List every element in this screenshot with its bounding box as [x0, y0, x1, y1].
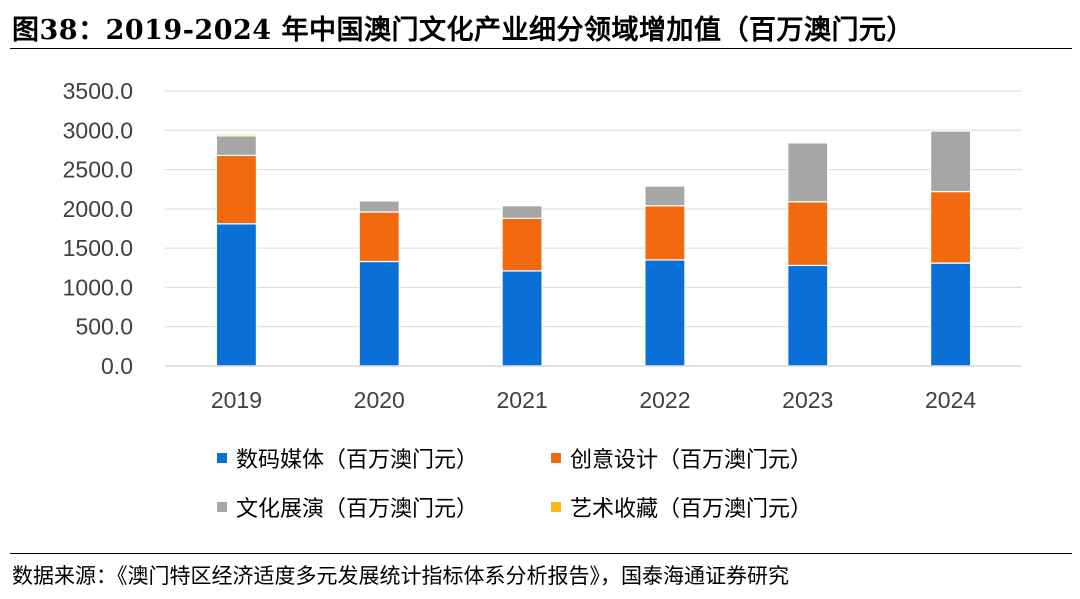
legend-item-cultural-performance: 文化展演（百万澳门元）	[217, 491, 478, 523]
x-tick-label: 2024	[925, 387, 976, 413]
bar-segment	[501, 217, 543, 272]
x-tick-label: 2022	[639, 387, 690, 413]
x-tick-label: 2023	[782, 387, 833, 413]
bar-segment	[358, 260, 400, 367]
y-tick-label: 1000.0	[63, 274, 133, 300]
bar-segment	[358, 211, 400, 263]
title-divider	[10, 48, 1072, 49]
y-tick-label: 2500.0	[63, 157, 133, 183]
bar-segment	[501, 270, 543, 367]
x-tick-label: 2020	[354, 387, 405, 413]
source-note: 数据来源：《澳门特区经济适度多元发展统计指标体系分析报告》，国泰海通证券研究	[12, 564, 789, 588]
x-tick-label: 2019	[211, 387, 262, 413]
legend-item-art-collection: 艺术收藏（百万澳门元）	[551, 491, 812, 523]
legend-item-creative-design: 创意设计（百万澳门元）	[551, 442, 812, 474]
bar-segment	[501, 205, 543, 219]
y-tick-label: 3000.0	[63, 117, 133, 143]
source-divider	[10, 553, 1072, 554]
bar-segment	[215, 223, 258, 367]
legend-swatch-cultural-performance	[217, 502, 227, 512]
bar-segment	[215, 135, 258, 157]
bar-segment	[929, 262, 972, 367]
legend-swatch-digital-media	[217, 453, 227, 463]
y-tick-label: 1500.0	[63, 235, 133, 261]
bar-segment	[644, 185, 686, 207]
y-tick-label: 2000.0	[63, 196, 133, 222]
bar-segment	[215, 154, 258, 225]
legend-swatch-art-collection	[551, 502, 561, 512]
legend-item-digital-media: 数码媒体（百万澳门元）	[217, 442, 478, 474]
figure-title: 图38：2019-2024 年中国澳门文化产业细分领域增加值（百万澳门元）	[12, 15, 914, 46]
bar-segment	[644, 259, 686, 367]
bar-segment	[929, 130, 972, 193]
legend-label-digital-media: 数码媒体（百万澳门元）	[236, 448, 479, 473]
bar-segment	[215, 133, 258, 137]
bar-segment	[787, 201, 829, 267]
stacked-bar-chart: 0.0 500.0 1000.0 1500.0 2000.0 2500.0 3000.0 35…	[63, 78, 1022, 413]
y-tick-label: 3500.0	[63, 78, 133, 104]
bar-segment	[358, 200, 400, 213]
y-tick-label: 500.0	[75, 314, 133, 340]
legend-label-cultural-performance: 文化展演（百万澳门元）	[236, 497, 479, 522]
x-tick-label: 2021	[496, 387, 547, 413]
bar-segment	[644, 205, 686, 261]
legend-swatch-creative-design	[551, 453, 561, 463]
bar-segment	[787, 264, 829, 367]
y-tick-label: 0.0	[101, 353, 133, 379]
bar-segment	[929, 190, 972, 264]
bar-segment	[787, 142, 829, 203]
legend-label-art-collection: 艺术收藏（百万澳门元）	[570, 497, 813, 522]
legend-label-creative-design: 创意设计（百万澳门元）	[570, 448, 813, 473]
